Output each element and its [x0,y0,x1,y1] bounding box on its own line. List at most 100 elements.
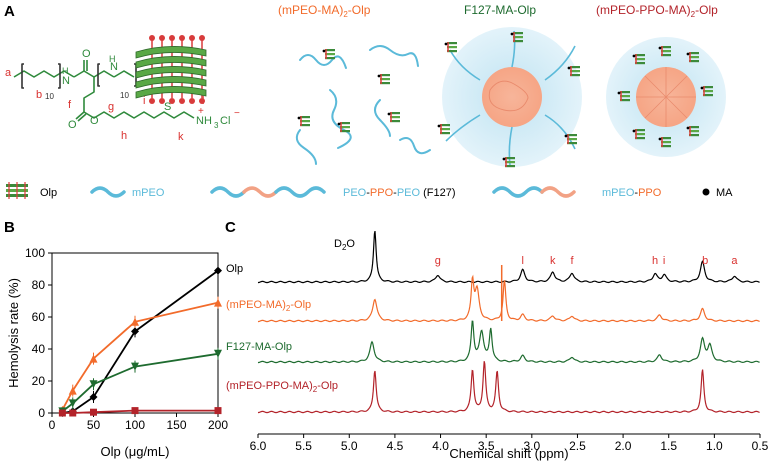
series-label-olp: Olp [226,263,243,275]
free-polymer-chains [295,45,431,165]
y-tick-label: 20 [32,374,46,388]
svg-text:−: − [234,108,240,119]
d2o-label: D2O [334,238,355,252]
peak-label: i [663,255,665,267]
chemical-structure [13,60,195,122]
svg-text:10: 10 [45,92,54,101]
data-point [69,409,77,417]
svg-text:h: h [121,130,127,142]
data-point [89,393,98,401]
legend-ma: MA [716,187,733,199]
title-f127: F127-MA-Olp [464,3,536,17]
data-point [90,408,97,416]
olp-bundle-illustration [135,35,207,104]
peak-label: b [702,255,708,267]
nmr-trace [257,320,760,364]
x-tick-label: 150 [166,418,186,432]
title-pmeo-ma: (mPEO-MA)2-Olp [278,3,371,19]
x-tick-label: 4.5 [387,439,404,453]
svg-text:N: N [62,75,70,87]
y-tick-label: 40 [32,342,46,356]
data-point [68,399,77,408]
svg-text:NH: NH [196,115,212,127]
svg-text:k: k [178,131,184,143]
data-point [214,349,222,358]
peak-label: g [435,255,441,267]
x-tick-label: 1.0 [706,439,723,453]
svg-text:H: H [109,54,116,64]
peak-label: a [731,255,738,267]
data-point [68,386,77,395]
svg-text:O: O [82,48,91,60]
legend-diblock: mPEO-PPO [602,187,662,199]
title-ppo-ma: (mPEO-PPO-MA)2-Olp [596,3,718,19]
peak-label: h [652,255,658,267]
x-tick-label: 5.5 [295,439,312,453]
data-point [89,380,98,389]
legend-mpeo: mPEO [132,187,165,199]
data-point [214,266,222,275]
y-tick-label: 60 [32,310,46,324]
svg-text:b: b [36,89,42,101]
nmr-trace [257,230,760,284]
legend-triblock-line [242,186,278,198]
series-label-ppo-ma: (mPEO-PPO-MA)2-Olp [226,380,338,394]
x-axis-label: Chemical shift (ppm) [449,446,568,461]
panel-letter-c: C [225,219,236,236]
nmr-trace [257,361,760,414]
svg-text:S: S [164,101,171,113]
svg-text:a: a [5,67,12,79]
y-tick-label: 0 [38,406,45,420]
x-tick-label: 200 [208,418,228,432]
series-label-pmeo-ma: (mPEO-MA)2-Olp [226,299,311,313]
nmr-spectra: 6.0 5.5 5.0 4.5 4.0 3.5 3.0 2.5 2.0 1.5 1.0 0.5 Chem… [250,230,769,461]
x-tick-label: 2.5 [569,439,586,453]
data-point [131,327,139,336]
series-label-f127: F127-MA-Olp [226,341,292,353]
data-point [131,317,139,326]
legend-triblock: PEO-PPO-PEO (F127) [343,187,456,199]
svg-text:10: 10 [120,91,129,100]
y-tick-label: 80 [32,278,46,292]
x-tick-label: 0 [49,418,56,432]
data-point [214,298,222,307]
x-tick-label: 100 [125,418,145,432]
legend-mpeo-line [90,186,126,198]
x-tick-label: 3.5 [478,439,495,453]
svg-text:H: H [62,66,69,76]
x-tick-label: 6.0 [250,439,267,453]
peak-label: f [570,255,574,267]
svg-text:N: N [110,61,118,73]
legend-olp-icon [6,182,28,199]
free-olp-units [297,49,400,133]
svg-text:+: + [198,106,204,117]
legend-ma-dot [702,188,710,196]
structure-text: a b 10 N H O N H 10 f O O g h i S k l NH… [5,48,240,143]
x-tick-label: 1.5 [660,439,677,453]
hemolysis-series-labels: Olp (mPEO-MA)2-Olp F127-MA-Olp (mPEO-PPO… [226,263,338,394]
svg-text:O: O [68,119,77,131]
x-tick-label: 5.0 [341,439,358,453]
series-line [61,301,219,411]
data-point [58,409,66,417]
data-point [214,407,222,415]
svg-text:i: i [143,95,145,107]
x-axis-label: Olp (μg/mL) [101,444,170,459]
legend-diblock-line [492,186,544,198]
svg-text:g: g [108,101,114,113]
svg-text:f: f [68,99,72,111]
x-tick-label: 2.0 [615,439,632,453]
x-tick-label: 4.0 [432,439,449,453]
peak-label: k [550,255,556,267]
data-point [131,407,139,415]
x-tick-label: 50 [87,418,101,432]
ppo-micelle [606,37,726,157]
svg-text:3: 3 [214,121,219,130]
panel-letter-b: B [4,219,15,236]
legend-olp: Olp [40,187,57,199]
f127-micelle [437,27,582,168]
panel-a-legend: Olp mPEO PEO-PPO-PEO (F127) mPEO-PPO MA [6,182,733,199]
svg-text:O: O [90,115,99,127]
